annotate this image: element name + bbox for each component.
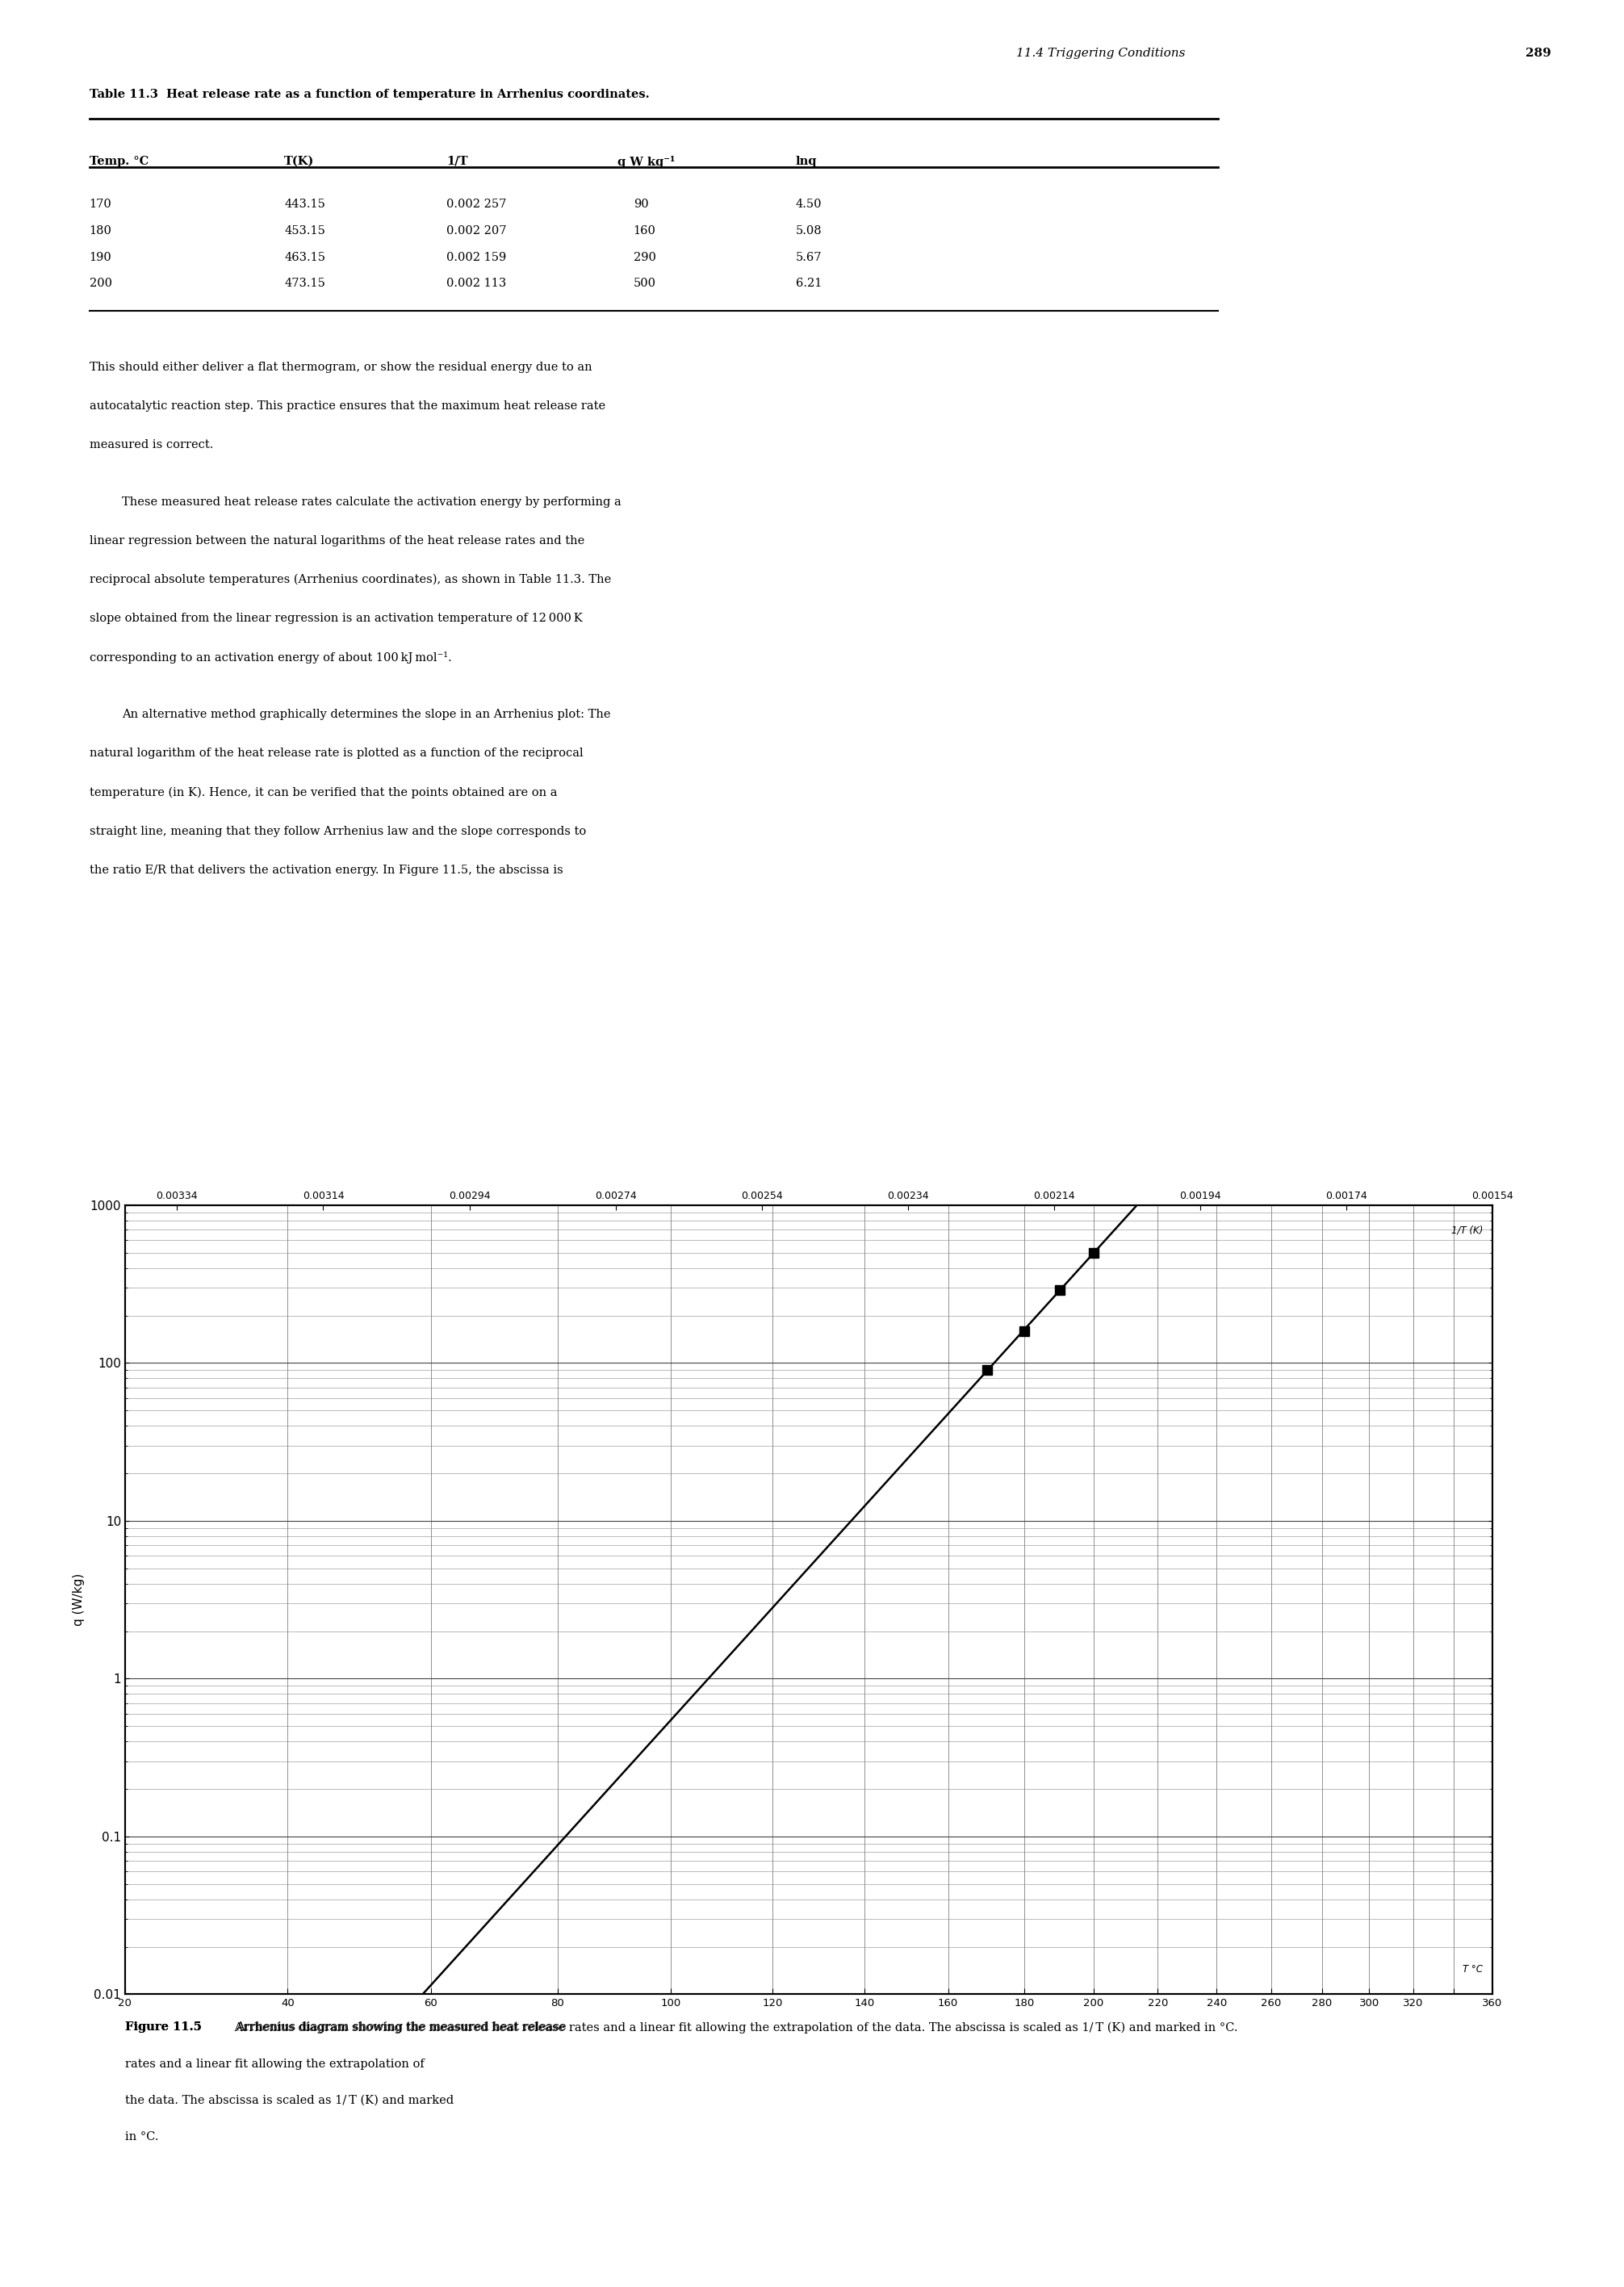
Text: 500: 500 [633,277,656,288]
Y-axis label: q (W/kg): q (W/kg) [73,1573,84,1626]
Text: 90: 90 [633,199,648,210]
Text: T(K): T(K) [284,156,315,167]
Text: These measured heat release rates calculate the activation energy by performing : These measured heat release rates calcul… [122,496,622,508]
Text: Arrhenius diagram showing the measured heat release rates and a linear fit allow: Arrhenius diagram showing the measured h… [231,2022,1237,2033]
Text: corresponding to an activation energy of about 100 kJ mol⁻¹.: corresponding to an activation energy of… [89,652,451,663]
Text: 290: 290 [633,252,656,263]
Text: Arrhenius diagram showing the measured heat release: Arrhenius diagram showing the measured h… [235,2022,567,2033]
Text: 0.002 113: 0.002 113 [447,277,507,288]
Text: 1/T (K): 1/T (K) [1452,1226,1483,1235]
Text: Figure 11.5: Figure 11.5 [125,2022,201,2033]
Text: the ratio E/R that delivers the activation energy. In Figure 11.5, the abscissa : the ratio E/R that delivers the activati… [89,864,564,876]
Text: autocatalytic reaction step. This practice ensures that the maximum heat release: autocatalytic reaction step. This practi… [89,400,606,412]
Text: 200: 200 [89,277,112,288]
Text: 1/T: 1/T [447,156,468,167]
Text: 11.4 Triggering Conditions: 11.4 Triggering Conditions [1017,48,1186,59]
Text: 160: 160 [633,226,656,236]
Text: linear regression between the natural logarithms of the heat release rates and t: linear regression between the natural lo… [89,535,585,547]
Text: q W kg⁻¹: q W kg⁻¹ [617,156,674,167]
Text: straight line, meaning that they follow Arrhenius law and the slope corresponds : straight line, meaning that they follow … [89,826,586,837]
Text: 463.15: 463.15 [284,252,325,263]
Text: slope obtained from the linear regression is an activation temperature of 12 000: slope obtained from the linear regressio… [89,613,583,624]
Text: Table 11.3  Heat release rate as a function of temperature in Arrhenius coordina: Table 11.3 Heat release rate as a functi… [89,89,650,101]
Text: An alternative method graphically determines the slope in an Arrhenius plot: The: An alternative method graphically determ… [122,709,611,720]
Text: lnq: lnq [796,156,817,167]
Text: 170: 170 [89,199,112,210]
Text: 453.15: 453.15 [284,226,325,236]
Text: 190: 190 [89,252,112,263]
Text: Temp. °C: Temp. °C [89,156,148,167]
Text: natural logarithm of the heat release rate is plotted as a function of the recip: natural logarithm of the heat release ra… [89,748,583,759]
Text: 289: 289 [1525,48,1551,59]
Text: 473.15: 473.15 [284,277,325,288]
Text: measured is correct.: measured is correct. [89,439,213,451]
Text: 0.002 159: 0.002 159 [447,252,507,263]
Text: 443.15: 443.15 [284,199,325,210]
Text: T °C: T °C [1463,1965,1483,1974]
Text: 5.67: 5.67 [796,252,822,263]
Text: the data. The abscissa is scaled as 1/ T (K) and marked: the data. The abscissa is scaled as 1/ T… [125,2095,453,2106]
Text: temperature (in K). Hence, it can be verified that the points obtained are on a: temperature (in K). Hence, it can be ver… [89,787,557,798]
Text: 5.08: 5.08 [796,226,822,236]
Text: in °C.: in °C. [125,2131,159,2143]
Text: 6.21: 6.21 [796,277,822,288]
Text: This should either deliver a flat thermogram, or show the residual energy due to: This should either deliver a flat thermo… [89,361,591,373]
Text: rates and a linear fit allowing the extrapolation of: rates and a linear fit allowing the extr… [125,2058,424,2070]
Text: 4.50: 4.50 [796,199,822,210]
Text: Figure 11.5: Figure 11.5 [125,2022,201,2033]
Text: 180: 180 [89,226,112,236]
Text: 0.002 207: 0.002 207 [447,226,507,236]
Text: 0.002 257: 0.002 257 [447,199,507,210]
Text: reciprocal absolute temperatures (Arrhenius coordinates), as shown in Table 11.3: reciprocal absolute temperatures (Arrhen… [89,574,611,585]
